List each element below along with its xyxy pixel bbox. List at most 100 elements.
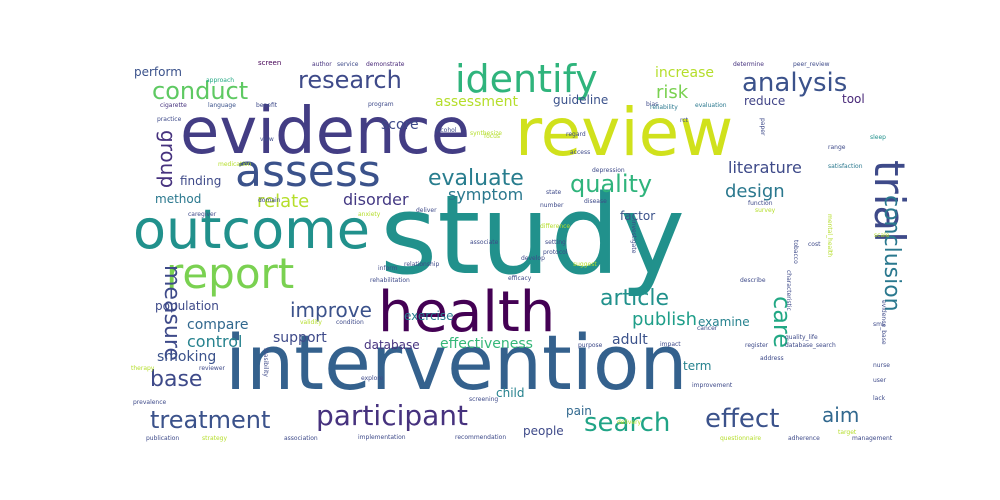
cloud-word-risk: risk <box>656 82 689 103</box>
cloud-word-quality-life: quality_life <box>785 334 818 341</box>
cloud-word-research: research <box>298 66 402 94</box>
cloud-word-cancer: cancer <box>697 325 718 332</box>
cloud-word-prevalence: prevalence <box>133 399 167 406</box>
cloud-word-conclusion: conclusion <box>879 195 904 312</box>
cloud-word-outcome: outcome <box>133 198 370 261</box>
cloud-word-satisfaction: satisfaction <box>828 163 863 170</box>
cloud-word-focus: focus <box>484 133 501 140</box>
cloud-word-questionnaire: questionnaire <box>720 435 762 442</box>
cloud-word-tool: tool <box>842 92 865 106</box>
cloud-word-deliver: deliver <box>416 207 437 214</box>
cloud-word-rct: rct <box>680 117 688 124</box>
cloud-word-protocol: protocol <box>543 249 568 256</box>
cloud-word-feasibility: feasibility <box>262 348 269 377</box>
cloud-word-quality: quality <box>570 170 653 198</box>
cloud-word-identify: identify <box>455 57 598 101</box>
cloud-word-function: function <box>748 200 773 207</box>
cloud-word-smoking: smoking <box>157 349 217 365</box>
cloud-word-increase: increase <box>655 65 715 81</box>
cloud-word-screening: screening <box>469 396 499 403</box>
cloud-word-medication: medication <box>218 161 252 168</box>
cloud-word-service: service <box>337 61 359 68</box>
cloud-word-scale: scale <box>874 232 890 239</box>
cloud-word-inform: inform <box>378 265 398 272</box>
cloud-word-implementation: implementation <box>358 434 406 441</box>
cloud-word-health: health <box>378 280 556 345</box>
cloud-word-therapy: therapy <box>131 365 155 372</box>
cloud-word-evidence: evidence <box>180 95 471 169</box>
cloud-word-assessment: assessment <box>435 94 518 110</box>
cloud-word-child: child <box>496 386 525 400</box>
cloud-word-reduce: reduce <box>744 94 786 108</box>
cloud-word-effect: effect <box>705 404 780 434</box>
cloud-word-regard: regard <box>566 131 586 138</box>
cloud-word-management: management <box>852 435 893 442</box>
cloud-word-state: state <box>546 189 562 196</box>
cloud-word-difference: difference <box>540 223 571 230</box>
cloud-word-database-search: database_search <box>785 342 836 349</box>
cloud-word-benefit: benefit <box>256 102 278 109</box>
cloud-word-survey: survey <box>755 207 776 214</box>
cloud-word-effectiveness: effectiveness <box>440 336 533 352</box>
cloud-word-register: register <box>745 342 769 349</box>
cloud-word-paper: paper <box>759 118 766 136</box>
cloud-word-lack: lack <box>873 395 886 402</box>
cloud-word-efficacy: efficacy <box>508 275 532 282</box>
cloud-word-sms: sms <box>873 321 886 328</box>
cloud-word-validity: validity <box>300 319 322 326</box>
cloud-word-people: people <box>523 424 564 438</box>
cloud-word-alcohol: alcohol <box>435 127 457 134</box>
cloud-word-sleep: sleep <box>870 134 886 141</box>
cloud-word-disease: disease <box>584 198 607 205</box>
cloud-word-guideline: guideline <box>553 93 609 107</box>
cloud-word-recommendation: recommendation <box>455 434 507 441</box>
cloud-word-method: method <box>155 192 202 206</box>
cloud-word-reviewer: reviewer <box>199 365 226 372</box>
cloud-word-publication: publication <box>146 435 180 442</box>
cloud-word-practice: practice <box>157 116 182 123</box>
cloud-word-score: score <box>381 117 419 133</box>
cloud-word-depression: depression <box>592 167 625 174</box>
cloud-word-tobacco: tobacco <box>792 240 799 264</box>
cloud-word-reliability: reliability <box>650 104 678 111</box>
cloud-word-review: review <box>515 94 734 171</box>
cloud-word-target: target <box>838 429 857 436</box>
cloud-word-report: report <box>166 249 295 298</box>
cloud-word-number: number <box>540 202 564 209</box>
cloud-word-intervention: intervention <box>225 318 688 407</box>
cloud-word-language: language <box>208 102 236 109</box>
cloud-word-adult: adult <box>612 332 648 348</box>
cloud-word-setting: setting <box>545 239 566 246</box>
cloud-word-improve: improve <box>290 298 372 322</box>
cloud-word-nurse: nurse <box>873 362 890 369</box>
cloud-word-associate: associate <box>470 239 499 246</box>
cloud-word-access: access <box>570 149 591 156</box>
cloud-word-user: user <box>873 377 887 384</box>
cloud-word-analysis: analysis <box>742 68 848 98</box>
cloud-word-design: design <box>725 181 785 202</box>
cloud-word-association: association <box>284 435 318 442</box>
cloud-word-relationship: relationship <box>404 261 440 268</box>
cloud-word-search: search <box>584 408 671 438</box>
cloud-word-aim: aim <box>822 403 860 427</box>
cloud-word-anxiety: anxiety <box>358 211 381 218</box>
cloud-word-factor: factor <box>620 209 656 223</box>
cloud-word-exercise: exercise <box>404 309 454 323</box>
cloud-word-domain: domain <box>258 197 281 204</box>
cloud-word-conduct: conduct <box>152 77 249 105</box>
cloud-word-relate: relate <box>257 191 310 212</box>
cloud-word-author: author <box>312 61 332 68</box>
cloud-word-strategy: strategy <box>202 435 228 442</box>
cloud-word-range: range <box>828 144 846 151</box>
cloud-word-develop: develop <box>521 255 545 262</box>
cloud-word-impact: impact <box>660 341 681 348</box>
cloud-word-treatment: treatment <box>150 406 271 434</box>
cloud-word-explore: explore <box>361 375 384 382</box>
cloud-word-investigate: investigate <box>630 220 637 254</box>
cloud-word-disorder: disorder <box>343 190 409 209</box>
cloud-word-suggest: suggest <box>573 261 597 268</box>
cloud-word-rehabilitation: rehabilitation <box>370 277 410 284</box>
cloud-word-bias: bias <box>646 101 659 108</box>
cloud-word-mental-health: mental_health <box>826 214 833 258</box>
cloud-word-assess: assess <box>235 146 381 197</box>
